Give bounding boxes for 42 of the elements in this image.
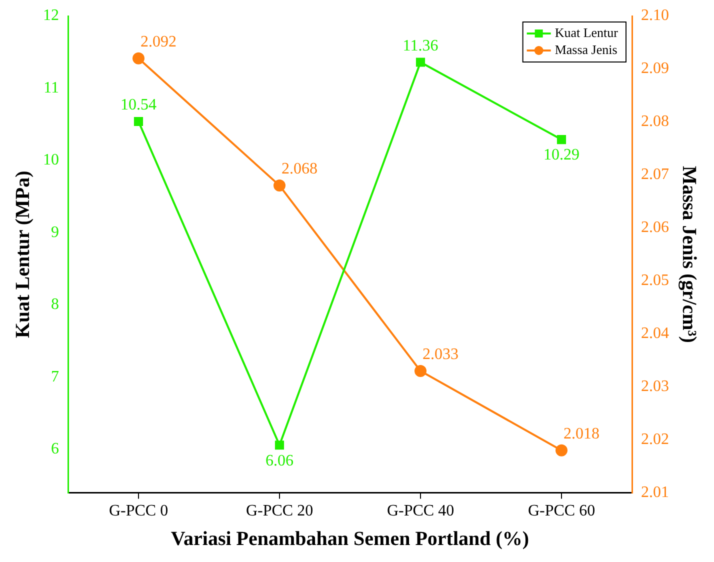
y2-axis-title: Massa Jenis (gr/cm³) — [678, 166, 700, 343]
y-tick-label: 8 — [51, 296, 59, 314]
x-tick-label: G-PCC 0 — [108, 502, 168, 520]
point — [416, 58, 426, 67]
point — [274, 440, 284, 450]
y-tick-label: 12 — [43, 7, 59, 24]
y2-tick-label: 2.08 — [641, 113, 669, 130]
y2-tick-label: 2.05 — [641, 272, 669, 290]
point — [132, 52, 144, 64]
data-label: 2.018 — [564, 426, 600, 443]
y-tick-label: 7 — [51, 368, 59, 386]
x-axis-title: Variasi Penambahan Semen Portland (%) — [170, 528, 530, 550]
legend-label: Massa Jenis — [554, 42, 618, 57]
y2-tick-label: 2.10 — [641, 7, 669, 24]
y2-tick-label: 2.04 — [641, 325, 669, 342]
point — [556, 444, 568, 456]
y2-tick-label: 2.09 — [641, 60, 669, 78]
y-tick-label: 9 — [51, 224, 59, 241]
data-label: 10.54 — [120, 96, 156, 114]
x-tick-label: G-PCC 60 — [528, 502, 596, 520]
y2-tick-label: 2.01 — [641, 484, 669, 502]
x-tick-label: G-PCC 20 — [246, 502, 314, 520]
y-tick-label: 6 — [51, 440, 59, 458]
y-axis-title: Kuat Lentur (MPa) — [12, 170, 34, 338]
data-label: 2.092 — [140, 34, 176, 51]
point — [556, 135, 566, 144]
y2-tick-label: 2.07 — [641, 166, 669, 184]
point — [414, 364, 426, 377]
y2-tick-label: 2.02 — [641, 431, 669, 448]
data-label: 2.068 — [282, 160, 318, 178]
data-label: 2.033 — [422, 346, 458, 364]
y-tick-label: 11 — [44, 79, 59, 96]
y-tick-label: 10 — [43, 152, 59, 169]
point — [274, 180, 286, 192]
y2-tick-label: 2.03 — [641, 378, 669, 396]
legend-label: Kuat Lentur — [554, 24, 619, 40]
data-label: 11.36 — [402, 37, 438, 54]
data-label: 10.29 — [544, 146, 580, 164]
y2-tick-label: 2.06 — [641, 219, 669, 236]
point — [134, 116, 144, 126]
x-tick-label: G-PCC 40 — [386, 502, 454, 520]
data-label: 6.06 — [266, 452, 294, 470]
